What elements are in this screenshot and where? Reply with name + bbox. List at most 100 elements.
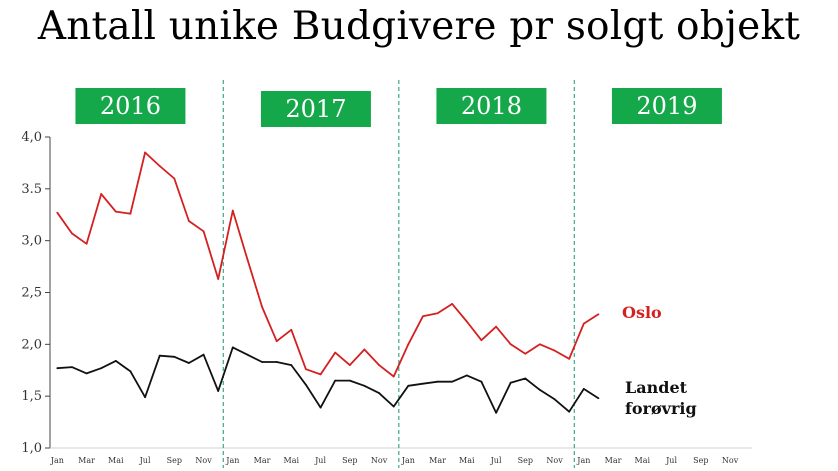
data-point: [363, 348, 366, 351]
data-point: [261, 306, 263, 308]
data-point: [114, 210, 117, 213]
data-point: [275, 361, 278, 363]
month-tick-label: Mar: [605, 456, 622, 465]
month-tick-label: Sep: [342, 456, 357, 465]
data-point: [246, 353, 249, 356]
data-point: [524, 377, 527, 380]
data-point: [509, 381, 512, 384]
data-point: [231, 209, 234, 212]
month-tick-label: Nov: [546, 456, 563, 465]
month-tick-label: Mai: [108, 456, 124, 465]
data-point: [378, 364, 380, 366]
year-label: 2018: [461, 92, 522, 120]
data-point: [539, 389, 541, 391]
y-tick-label: 2,0: [21, 337, 42, 352]
y-tick-label: 3,0: [21, 234, 42, 249]
data-point: [539, 343, 541, 346]
data-point: [597, 313, 600, 316]
data-point: [407, 343, 410, 346]
data-point: [100, 193, 103, 195]
data-point: [217, 278, 220, 280]
data-point: [100, 367, 103, 370]
data-point: [524, 352, 527, 355]
data-point: [334, 379, 337, 382]
data-point: [422, 315, 424, 318]
month-tick-label: Mar: [254, 456, 271, 465]
series-label-landet-line2: forøvrig: [625, 399, 697, 418]
data-point: [217, 390, 220, 392]
month-tick-label: Jan: [50, 456, 64, 465]
y-tick-label: 1,0: [21, 441, 42, 456]
data-point: [334, 351, 337, 354]
month-tick-label: Jul: [665, 456, 677, 465]
data-point: [202, 353, 205, 356]
data-point: [451, 380, 454, 383]
data-point: [436, 380, 439, 383]
data-point: [85, 242, 88, 245]
data-point: [465, 374, 468, 377]
month-tick-label: Mar: [429, 456, 446, 465]
data-point: [188, 220, 190, 222]
data-point: [202, 230, 205, 233]
data-point: [392, 405, 395, 408]
data-point: [422, 382, 424, 385]
month-tick-label: Nov: [195, 456, 212, 465]
data-point: [392, 375, 395, 378]
month-tick-label: Sep: [518, 456, 533, 465]
month-tick-label: Sep: [693, 456, 708, 465]
year-badge: [260, 91, 371, 127]
month-tick-label: Jan: [225, 456, 239, 465]
year-label: 2017: [285, 95, 346, 123]
data-point: [129, 370, 132, 373]
data-point: [553, 349, 556, 352]
data-point: [553, 398, 556, 401]
data-point: [188, 362, 190, 364]
data-point: [319, 373, 322, 376]
month-tick-label: Mai: [635, 456, 651, 465]
data-point: [129, 212, 132, 215]
data-point: [363, 384, 366, 387]
month-tick-label: Jul: [490, 456, 502, 465]
month-tick-label: Mar: [78, 456, 95, 465]
data-point: [378, 392, 380, 394]
year-badge: [611, 88, 722, 124]
month-tick-label: Mai: [284, 456, 300, 465]
y-tick-label: 4,0: [21, 130, 42, 145]
data-point: [480, 380, 483, 383]
data-point: [480, 339, 483, 342]
month-tick-label: Mai: [459, 456, 475, 465]
series-line-oslo: [56, 151, 599, 378]
data-point: [144, 396, 146, 399]
series-label-oslo: Oslo: [622, 303, 662, 322]
data-point: [568, 357, 571, 360]
data-point: [582, 388, 585, 390]
data-point: [290, 364, 293, 366]
data-point: [451, 303, 454, 305]
series-line-landet: [57, 346, 599, 414]
data-point: [495, 325, 497, 328]
month-tick-label: Jul: [139, 456, 151, 465]
y-tick-label: 2,5: [21, 286, 42, 301]
data-point: [173, 177, 176, 180]
data-point: [305, 368, 307, 371]
y-tick-label: 1,5: [21, 389, 42, 404]
data-point: [568, 410, 571, 413]
data-point: [407, 384, 410, 387]
month-tick-label: Jan: [576, 456, 590, 465]
data-point: [509, 343, 512, 346]
data-point: [290, 328, 293, 331]
data-point: [246, 258, 249, 261]
year-badge: [436, 88, 547, 124]
data-point: [597, 397, 600, 400]
year-label: 2016: [100, 92, 161, 120]
data-point: [144, 151, 146, 154]
data-point: [582, 322, 585, 325]
data-point: [56, 367, 59, 370]
data-point: [261, 361, 263, 363]
month-tick-label: Jul: [314, 456, 326, 465]
month-tick-label: Sep: [167, 456, 182, 465]
data-point: [71, 232, 73, 235]
data-point: [56, 211, 59, 214]
data-point: [436, 312, 439, 315]
